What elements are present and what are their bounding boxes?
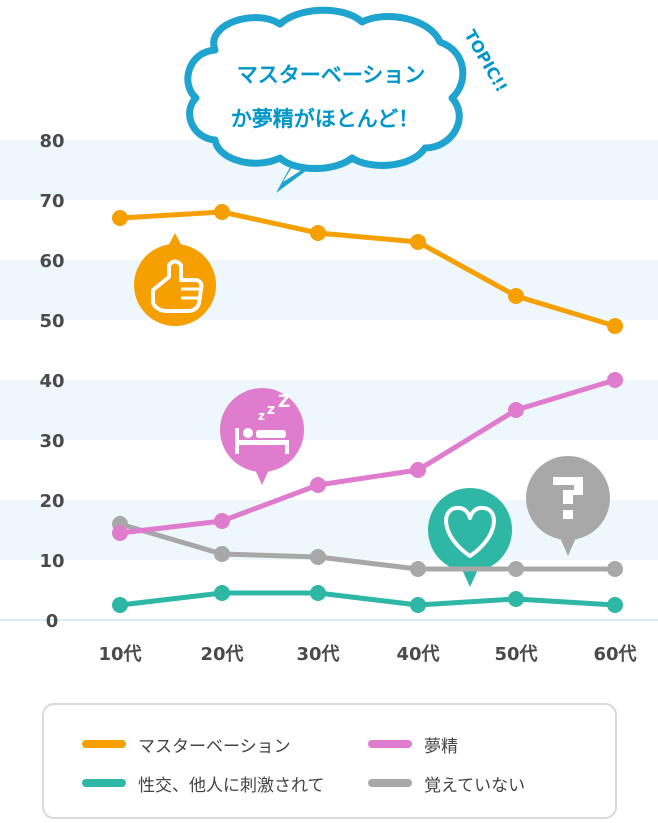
data-point-masturbation xyxy=(214,204,230,220)
svg-text:z: z xyxy=(267,402,275,418)
series-line-wet-dream xyxy=(117,377,618,536)
y-tick-label: 60 xyxy=(39,251,64,272)
question-mark-icon xyxy=(526,456,610,556)
data-point-dont-remember xyxy=(214,546,230,562)
data-point-wet-dream xyxy=(112,525,128,541)
y-tick-label: 10 xyxy=(39,551,64,572)
data-point-masturbation xyxy=(508,288,524,304)
y-tick-label: 50 xyxy=(39,311,64,332)
data-point-wet-dream xyxy=(310,477,326,493)
x-tick-label: 30代 xyxy=(296,644,339,665)
data-point-wet-dream xyxy=(214,513,230,529)
data-point-masturbation xyxy=(410,234,426,250)
topic-tag: TOPIC!! xyxy=(461,27,512,96)
x-tick-label: 50代 xyxy=(494,644,537,665)
series-line-masturbation xyxy=(117,209,618,329)
line-chart: 0 10 20 30 40 50 60 70 80 10代 20代 30代 40代 50代 60代 z z… xyxy=(0,6,658,665)
data-point-wet-dream xyxy=(410,462,426,478)
thumb-hand-icon xyxy=(134,233,216,326)
x-tick-label: 40代 xyxy=(396,644,439,665)
series-line-dont-remember xyxy=(117,521,618,572)
x-tick-label: 10代 xyxy=(98,644,141,665)
legend-item-masturbation: マスターベーション xyxy=(82,732,291,757)
data-point-stimulated xyxy=(310,585,326,601)
legend: マスターベーション 夢精 性交、他人に刺激されて 覚えていない xyxy=(42,703,617,819)
grid-band xyxy=(0,260,658,320)
svg-text:Z: Z xyxy=(278,392,290,412)
y-tick-label: 0 xyxy=(46,611,59,632)
grid-band xyxy=(0,320,658,380)
data-point-stimulated xyxy=(410,597,426,613)
data-point-masturbation xyxy=(607,318,623,334)
data-point-masturbation xyxy=(310,225,326,241)
legend-item-stimulated: 性交、他人に刺激されて xyxy=(82,771,325,796)
legend-item-wet-dream: 夢精 xyxy=(368,732,458,757)
data-point-dont-remember xyxy=(508,561,524,577)
data-point-dont-remember xyxy=(310,549,326,565)
data-point-stimulated xyxy=(607,597,623,613)
sleeping-bed-icon: z z Z xyxy=(220,388,304,485)
legend-label: 性交、他人に刺激されて xyxy=(138,775,325,796)
y-tick-label: 30 xyxy=(39,431,64,452)
y-tick-label: 40 xyxy=(39,371,64,392)
grid-band xyxy=(0,380,658,440)
data-point-wet-dream xyxy=(607,372,623,388)
data-point-wet-dream xyxy=(508,402,524,418)
data-point-stimulated xyxy=(112,597,128,613)
legend-swatch-dont-remember xyxy=(368,779,412,787)
data-point-stimulated xyxy=(508,591,524,607)
legend-label: 覚えていない xyxy=(424,775,526,796)
legend-item-dont-remember: 覚えていない xyxy=(368,771,526,796)
x-tick-label: 60代 xyxy=(593,644,636,665)
svg-text:z: z xyxy=(258,409,265,423)
legend-swatch-masturbation xyxy=(82,740,126,748)
data-point-stimulated xyxy=(214,585,230,601)
data-point-dont-remember xyxy=(410,561,426,577)
legend-label: マスターベーション xyxy=(138,736,291,757)
data-point-dont-remember xyxy=(607,561,623,577)
callout-line1: マスターベーション xyxy=(237,63,426,87)
grid-band xyxy=(0,200,658,260)
x-tick-label: 20代 xyxy=(200,644,243,665)
callout-bubble: マスターベーション か夢精がほとんど！ xyxy=(184,6,467,193)
legend-swatch-wet-dream xyxy=(368,740,412,748)
callout-line2: か夢精がほとんど！ xyxy=(231,107,419,131)
legend-swatch-stimulated xyxy=(82,779,126,787)
y-tick-label: 80 xyxy=(39,131,64,152)
series-line-stimulated xyxy=(117,590,618,608)
y-tick-label: 20 xyxy=(39,491,64,512)
legend-label: 夢精 xyxy=(424,736,458,757)
y-tick-label: 70 xyxy=(39,191,64,212)
data-point-masturbation xyxy=(112,210,128,226)
